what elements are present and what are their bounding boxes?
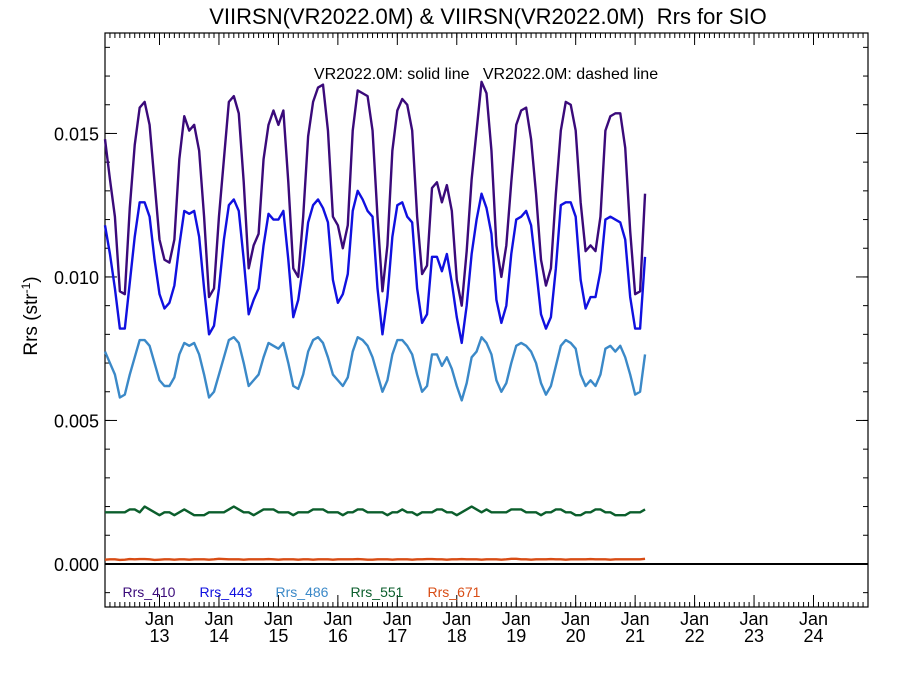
x-tick-label-year: 21	[625, 626, 645, 646]
x-tick-label-month: Jan	[145, 609, 174, 629]
y-tick-label: 0.005	[54, 411, 99, 431]
x-tick-label-year: 15	[268, 626, 288, 646]
x-tick-label-year: 20	[566, 626, 586, 646]
legend-label: Rrs_486	[276, 584, 329, 600]
x-tick-label-month: Jan	[740, 609, 769, 629]
x-tick-label-year: 14	[209, 626, 229, 646]
legend-label: Rrs_671	[428, 584, 481, 600]
x-tick-label-year: 17	[387, 626, 407, 646]
x-tick-label-month: Jan	[264, 609, 293, 629]
series-line-rrs-671	[104, 557, 646, 562]
x-tick-label-month: Jan	[561, 609, 590, 629]
x-tick-label-month: Jan	[442, 609, 471, 629]
x-tick-label-month: Jan	[383, 609, 412, 629]
series-line-rrs-486	[103, 336, 647, 402]
x-tick-label-year: 13	[149, 626, 169, 646]
x-tick-label-year: 19	[506, 626, 526, 646]
y-tick-label: 0.015	[54, 124, 99, 144]
y-axis-label: Rrs (str-1)	[19, 276, 42, 355]
series-line-rrs-443	[103, 189, 647, 345]
legend-label: Rrs_410	[123, 584, 176, 600]
x-tick-label-month: Jan	[204, 609, 233, 629]
series-line-rrs-410	[103, 80, 647, 307]
x-tick-label-year: 24	[803, 626, 823, 646]
legend-label: Rrs_443	[200, 584, 253, 600]
x-tick-label-year: 18	[447, 626, 467, 646]
x-tick-label-month: Jan	[502, 609, 531, 629]
x-tick-label-month: Jan	[799, 609, 828, 629]
x-tick-label-month: Jan	[680, 609, 709, 629]
x-tick-label-year: 23	[744, 626, 764, 646]
x-tick-label-year: 22	[685, 626, 705, 646]
y-tick-label: 0.010	[54, 268, 99, 288]
y-tick-label: 0.000	[54, 555, 99, 575]
series-line-rrs-551	[105, 505, 646, 517]
y-axis-label-superscript: -1	[19, 282, 33, 293]
chart-title: VIIRSN(VR2022.0M) & VIIRSN(VR2022.0M) Rr…	[209, 4, 767, 29]
plot-frame	[104, 32, 869, 608]
chart-annotation: VR2022.0M: solid line VR2022.0M: dashed …	[314, 66, 658, 83]
x-tick-label-month: Jan	[621, 609, 650, 629]
x-tick-label-year: 16	[328, 626, 348, 646]
legend-label: Rrs_551	[351, 584, 404, 600]
x-tick-label-month: Jan	[323, 609, 352, 629]
